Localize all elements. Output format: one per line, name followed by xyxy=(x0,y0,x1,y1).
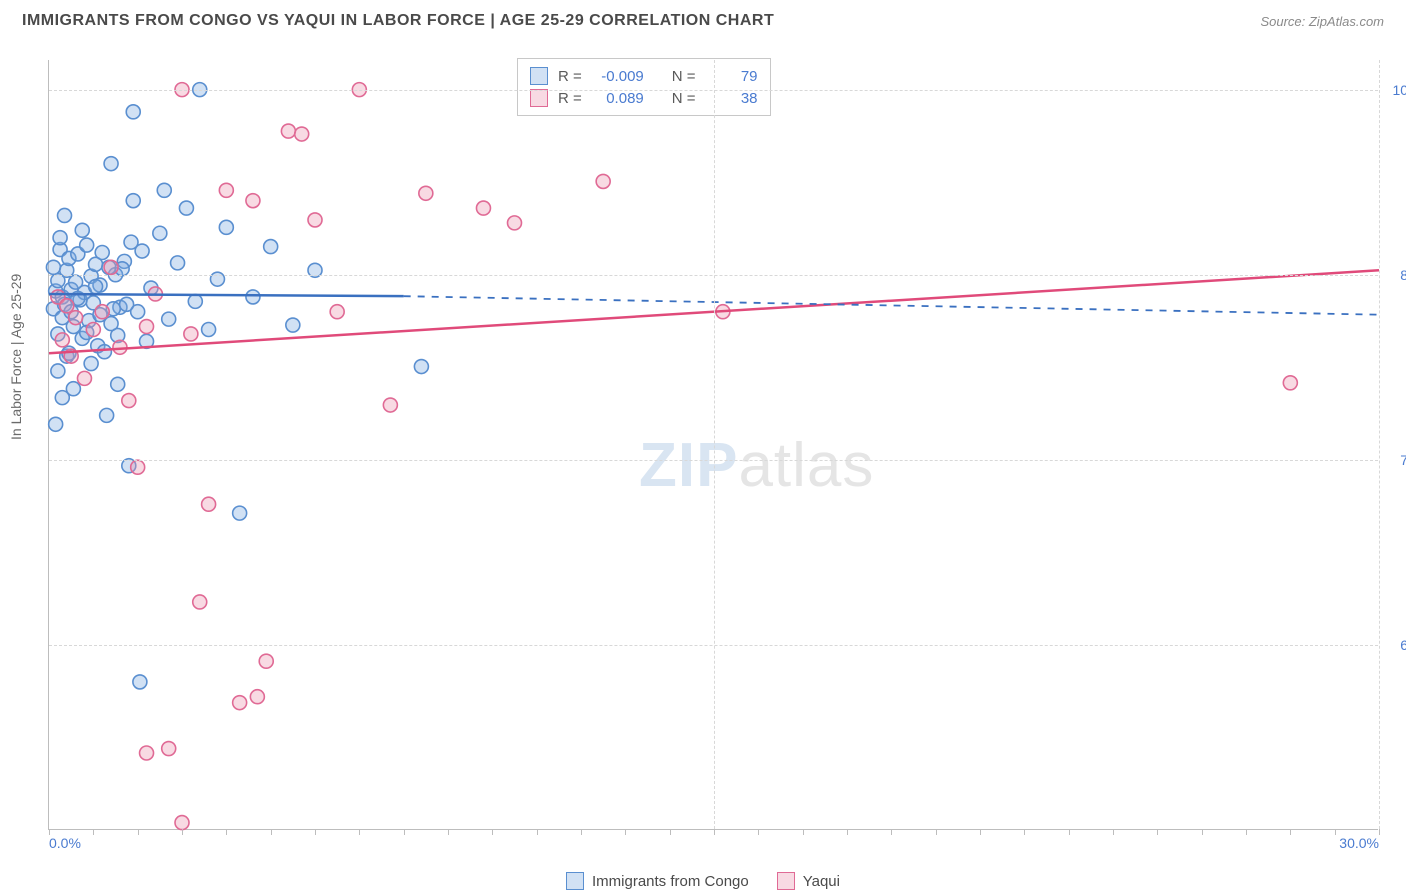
source-label: Source: ZipAtlas.com xyxy=(1260,14,1384,29)
chart-container: IMMIGRANTS FROM CONGO VS YAQUI IN LABOR … xyxy=(0,0,1406,892)
n-label: N = xyxy=(672,90,696,107)
x-tick-label-right: 30.0% xyxy=(1339,835,1379,851)
r-value-b: 0.089 xyxy=(592,90,644,107)
legend-row-a: R = -0.009 N = 79 xyxy=(530,65,758,87)
y-axis-label: In Labor Force | Age 25-29 xyxy=(8,274,24,440)
legend-label-congo: Immigrants from Congo xyxy=(592,873,749,890)
y-tick-label: 75.0% xyxy=(1382,452,1406,468)
x-tick-label-left: 0.0% xyxy=(49,835,81,851)
r-label: R = xyxy=(558,68,582,85)
legend-bottom: Immigrants from Congo Yaqui xyxy=(0,872,1406,890)
y-tick-label: 62.5% xyxy=(1382,637,1406,653)
y-tick-label: 87.5% xyxy=(1382,267,1406,283)
swatch-congo xyxy=(530,67,548,85)
y-tick-label: 100.0% xyxy=(1382,82,1406,98)
swatch-yaqui-icon xyxy=(777,872,795,890)
r-value-a: -0.009 xyxy=(592,68,644,85)
chart-title: IMMIGRANTS FROM CONGO VS YAQUI IN LABOR … xyxy=(22,12,774,30)
title-bar: IMMIGRANTS FROM CONGO VS YAQUI IN LABOR … xyxy=(0,0,1406,36)
r-label: R = xyxy=(558,90,582,107)
legend-label-yaqui: Yaqui xyxy=(803,873,840,890)
n-label: N = xyxy=(672,68,696,85)
swatch-congo-icon xyxy=(566,872,584,890)
legend-item-congo: Immigrants from Congo xyxy=(566,872,749,890)
swatch-yaqui xyxy=(530,89,548,107)
legend-item-yaqui: Yaqui xyxy=(777,872,840,890)
plot-area: R = -0.009 N = 79 R = 0.089 N = 38 ZIPat… xyxy=(48,60,1378,830)
legend-stats: R = -0.009 N = 79 R = 0.089 N = 38 xyxy=(517,58,771,116)
